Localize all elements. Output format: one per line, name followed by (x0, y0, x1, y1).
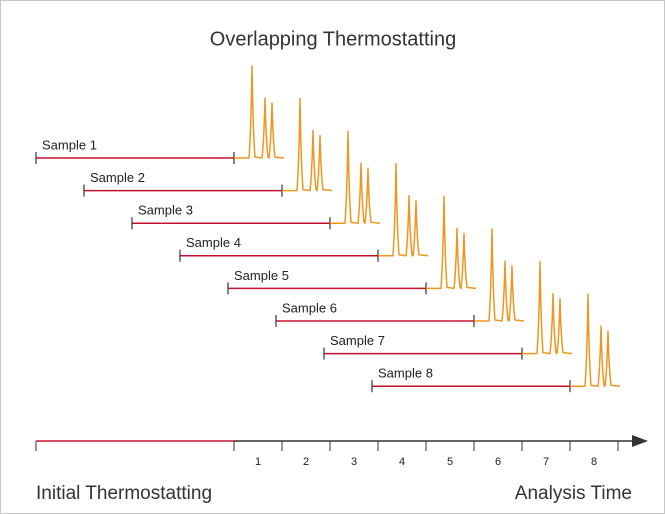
slot-label: 6 (495, 456, 501, 468)
slot-label: 4 (399, 456, 405, 468)
sample-label: Sample 7 (330, 333, 385, 348)
axis-arrow (632, 435, 648, 447)
title: Overlapping Thermostatting (210, 28, 456, 50)
sample-label: Sample 6 (282, 300, 337, 315)
slot-label: 2 (303, 456, 309, 468)
chromatogram (234, 65, 285, 159)
sample-label: Sample 8 (378, 366, 433, 381)
sample-label: Sample 4 (186, 235, 241, 250)
sample-label: Sample 3 (138, 203, 193, 218)
sample-label: Sample 5 (234, 268, 289, 283)
chromatogram (426, 195, 477, 290)
sample-label: Sample 2 (90, 170, 145, 185)
slot-label: 5 (447, 456, 453, 468)
chromatogram (330, 130, 381, 224)
left-label: Initial Thermostatting (36, 483, 212, 504)
slot-label: 8 (591, 456, 597, 468)
right-label: Analysis Time (515, 483, 632, 504)
slot-label: 1 (255, 456, 261, 468)
sample-label: Sample 1 (42, 137, 97, 152)
chromatogram (474, 228, 525, 322)
slot-label: 7 (543, 456, 549, 468)
chromatogram (522, 260, 573, 355)
chromatogram (282, 97, 333, 192)
slot-label: 3 (351, 456, 357, 468)
chromatogram (570, 293, 621, 387)
chromatogram (378, 163, 429, 257)
